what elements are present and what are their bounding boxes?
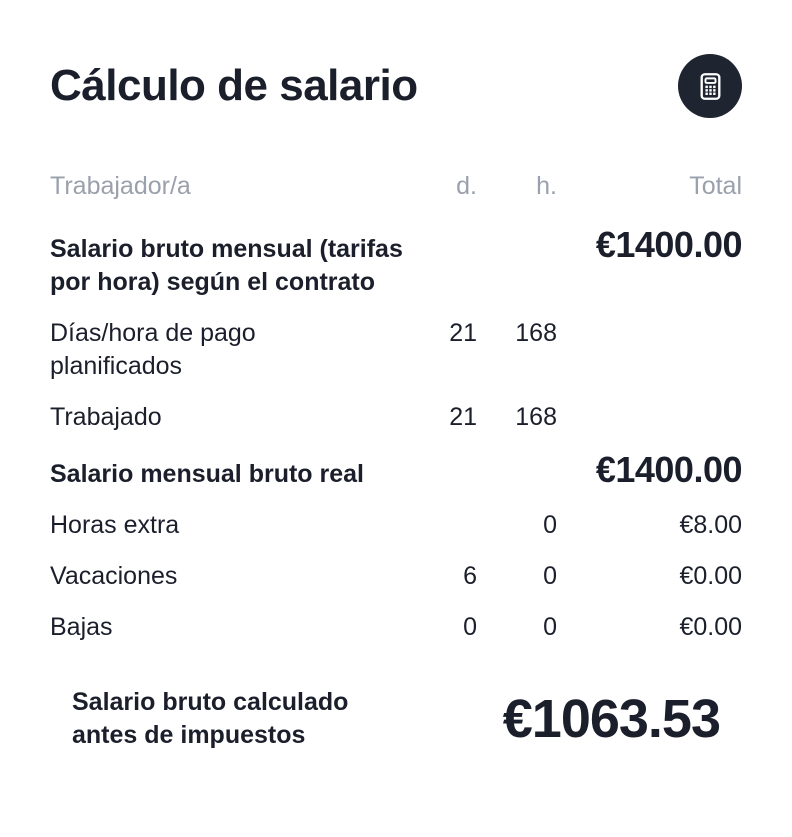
row-label: Bajas: [50, 613, 113, 641]
row-days-value: 6: [463, 562, 477, 590]
salary-table: Trabajador/a d. h. Total Salario bruto m…: [50, 170, 743, 644]
card-header: Cálculo de salario: [50, 54, 742, 118]
summary-value: €1063.53: [502, 688, 721, 749]
table-body: Salario bruto mensual (tarifas por hora)…: [50, 224, 743, 644]
table-row: Horas extra 0 €8.00: [50, 509, 742, 542]
row-total-value: €1400.00: [595, 449, 743, 490]
summary-row: Salario bruto calculado antes de impuest…: [50, 686, 742, 751]
row-label: Salario bruto mensual (tarifas por hora)…: [50, 235, 403, 296]
row-hours-value: 168: [515, 403, 557, 431]
row-label: Trabajado: [50, 403, 162, 431]
row-total-value: €1400.00: [595, 224, 743, 265]
row-hours-value: 168: [515, 319, 557, 347]
row-hours-value: 0: [543, 562, 557, 590]
table-row: Salario bruto mensual (tarifas por hora)…: [50, 224, 743, 299]
calculator-icon: [694, 70, 727, 103]
row-total-value: €8.00: [679, 511, 742, 539]
row-hours-value: 0: [543, 511, 557, 539]
row-hours-value: 0: [543, 613, 557, 641]
row-days-value: 21: [449, 319, 477, 347]
row-label: Horas extra: [50, 511, 180, 539]
col-header-hours: h.: [536, 172, 557, 200]
row-days-value: 0: [463, 613, 477, 641]
table-header-row: Trabajador/a d. h. Total: [50, 170, 742, 203]
table-row: Salario mensual bruto real €1400.00: [50, 449, 743, 491]
row-total-value: €0.00: [679, 562, 742, 590]
row-days-value: 21: [449, 403, 477, 431]
table-row: Días/hora de pago planificados 21 168: [50, 317, 742, 383]
table-row: Trabajado 21 168: [50, 401, 742, 434]
row-total-value: €0.00: [679, 613, 742, 641]
calculator-icon-badge: [678, 54, 742, 118]
page-title: Cálculo de salario: [50, 61, 418, 110]
row-label: Vacaciones: [50, 562, 178, 590]
row-label: Salario mensual bruto real: [50, 460, 364, 488]
table-row: Bajas 0 0 €0.00: [50, 611, 742, 644]
row-label: Días/hora de pago planificados: [50, 319, 256, 380]
col-header-trabajador: Trabajador/a: [50, 172, 191, 200]
col-header-days: d.: [456, 172, 477, 200]
summary-label: Salario bruto calculado antes de impuest…: [72, 688, 349, 749]
col-header-total: Total: [689, 172, 742, 200]
table-row: Vacaciones 6 0 €0.00: [50, 560, 742, 593]
